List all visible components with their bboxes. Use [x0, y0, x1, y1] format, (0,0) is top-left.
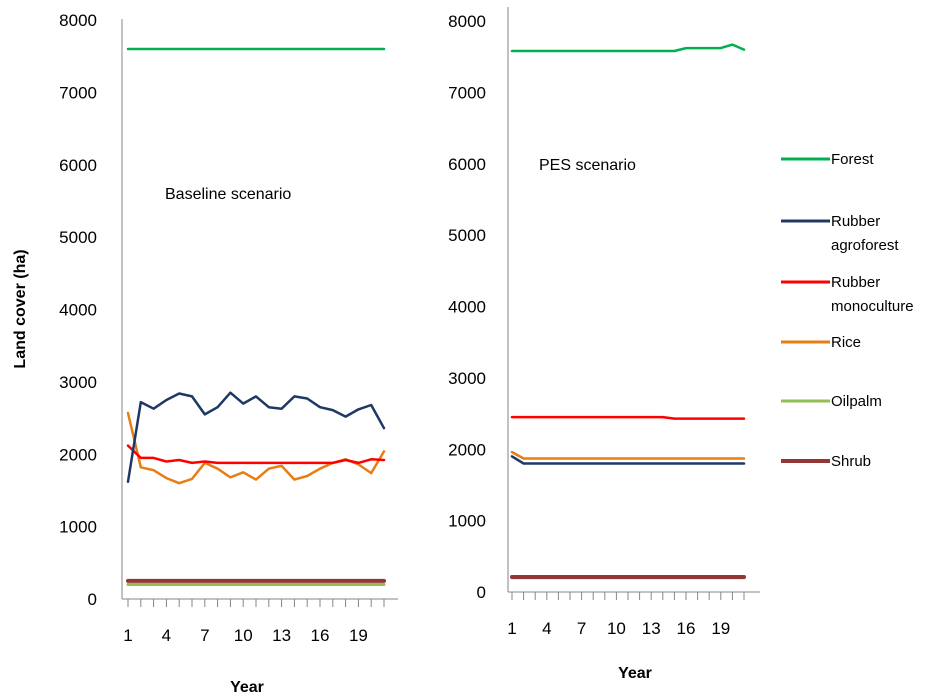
legend-item: Forest — [781, 151, 874, 168]
y-tick-label: 6000 — [448, 155, 486, 174]
x-tick-label: 16 — [311, 626, 330, 645]
x-tick-label: 19 — [349, 626, 368, 645]
y-tick-label: 0 — [477, 583, 486, 602]
series-line-rubber-agroforest — [510, 455, 746, 465]
y-tick-label: 5000 — [448, 226, 486, 245]
y-tick-label: 4000 — [448, 298, 486, 317]
y-tick-label: 7000 — [448, 83, 486, 102]
y-tick-label: 0 — [88, 590, 97, 609]
y-tick-label: 6000 — [59, 156, 97, 175]
legend-item: Rubber monoculture — [781, 274, 914, 315]
series-line-rubber-monoculture — [126, 444, 386, 465]
y-tick-labels: 0 1000 2000 3000 4000 5000 6000 7000 8000 — [448, 12, 486, 602]
x-tick-label: 7 — [200, 626, 209, 645]
legend-label: Rubber — [831, 274, 880, 291]
y-tick-label: 8000 — [448, 12, 486, 31]
y-tick-label: 4000 — [59, 301, 97, 320]
legend-label: agroforest — [831, 237, 899, 254]
y-tick-label: 7000 — [59, 83, 97, 102]
legend-item: Shrub — [781, 453, 871, 470]
legend-label: Rice — [831, 334, 861, 351]
x-tick-labels: 1 4 7 10 13 16 19 — [507, 619, 730, 638]
legend-label: Rubber — [831, 213, 880, 230]
y-tick-label: 3000 — [59, 373, 97, 392]
x-axis-title: Year — [230, 679, 264, 696]
x-tick-label: 1 — [123, 626, 132, 645]
legend-label: monoculture — [831, 298, 914, 315]
legend-item: Rice — [781, 334, 861, 351]
x-tick-labels: 1 4 7 10 13 16 19 — [123, 626, 368, 645]
y-tick-label: 1000 — [448, 512, 486, 531]
x-tick-label: 16 — [677, 619, 696, 638]
legend-item: Oilpalm — [781, 393, 882, 410]
x-tick-label: 7 — [577, 619, 586, 638]
tick-marks — [127, 599, 385, 607]
legend-label: Forest — [831, 151, 874, 168]
legend-label: Shrub — [831, 453, 871, 470]
x-tick-label: 19 — [711, 619, 730, 638]
x-tick-label: 13 — [272, 626, 291, 645]
y-axis-title: Land cover (ha) — [12, 249, 29, 368]
series-line-rubber-monoculture — [510, 415, 746, 420]
tick-marks — [511, 592, 745, 600]
x-axis-title: Year — [618, 665, 652, 682]
x-tick-label: 1 — [507, 619, 516, 638]
y-tick-label: 3000 — [448, 369, 486, 388]
x-tick-label: 4 — [162, 626, 171, 645]
series-lines — [126, 47, 386, 586]
pes-scenario-annotation: PES scenario — [539, 157, 636, 174]
x-tick-label: 10 — [234, 626, 253, 645]
series-line-forest — [510, 43, 746, 53]
y-tick-label: 8000 — [59, 11, 97, 30]
x-tick-label: 13 — [642, 619, 661, 638]
series-line-rice — [126, 411, 386, 485]
y-tick-label: 2000 — [448, 440, 486, 459]
baseline-scenario-annotation: Baseline scenario — [165, 186, 291, 203]
series-lines — [510, 43, 746, 580]
y-tick-labels: 0 1000 2000 3000 4000 5000 6000 7000 8000 — [59, 11, 97, 609]
y-tick-label: 5000 — [59, 228, 97, 247]
legend-label: Oilpalm — [831, 393, 882, 410]
series-line-rubber-agroforest — [126, 391, 386, 484]
legend-item: Rubber agroforest — [781, 213, 899, 254]
y-tick-label: 1000 — [59, 518, 97, 537]
series-line-rice — [510, 450, 746, 460]
x-tick-label: 4 — [542, 619, 551, 638]
y-tick-label: 2000 — [59, 445, 97, 464]
chart-legend: ForestRubberagroforestRubbermonocultureR… — [781, 151, 914, 470]
x-tick-label: 10 — [607, 619, 626, 638]
